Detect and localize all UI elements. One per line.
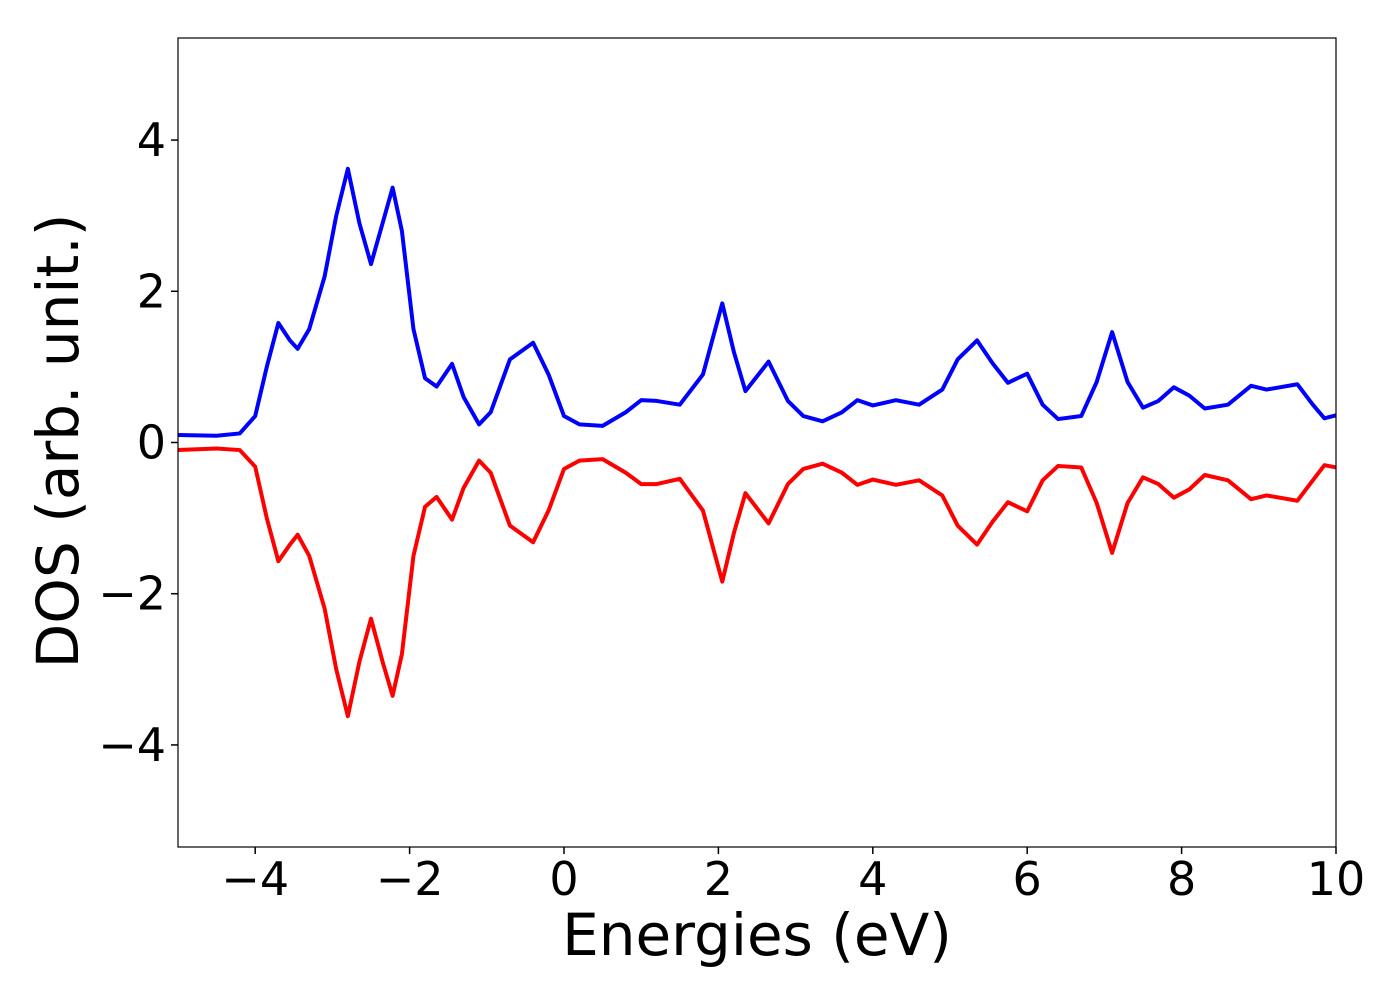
- y-tick-label: 2: [137, 264, 166, 318]
- x-tick-label: 2: [704, 852, 733, 906]
- y-tick-label: 4: [137, 113, 166, 167]
- line-series: [178, 446, 1336, 719]
- y-tick-label: −4: [98, 718, 166, 772]
- x-tick-label: −2: [376, 852, 444, 906]
- plot-frame: [177, 37, 1337, 848]
- x-tick-label: 6: [1013, 852, 1042, 906]
- x-tick-label: 0: [549, 852, 578, 906]
- x-tick-label: 10: [1307, 852, 1366, 906]
- x-axis-label: Energies (eV): [562, 901, 952, 969]
- y-tick-label: −2: [98, 567, 166, 621]
- x-tick-label: 4: [858, 852, 887, 906]
- y-tick-label: 0: [137, 416, 166, 470]
- x-tick-label: −4: [221, 852, 289, 906]
- line-series: [178, 166, 1336, 438]
- y-axis-label: DOS (arb. unit.): [24, 214, 92, 669]
- x-tick-label: 8: [1167, 852, 1196, 906]
